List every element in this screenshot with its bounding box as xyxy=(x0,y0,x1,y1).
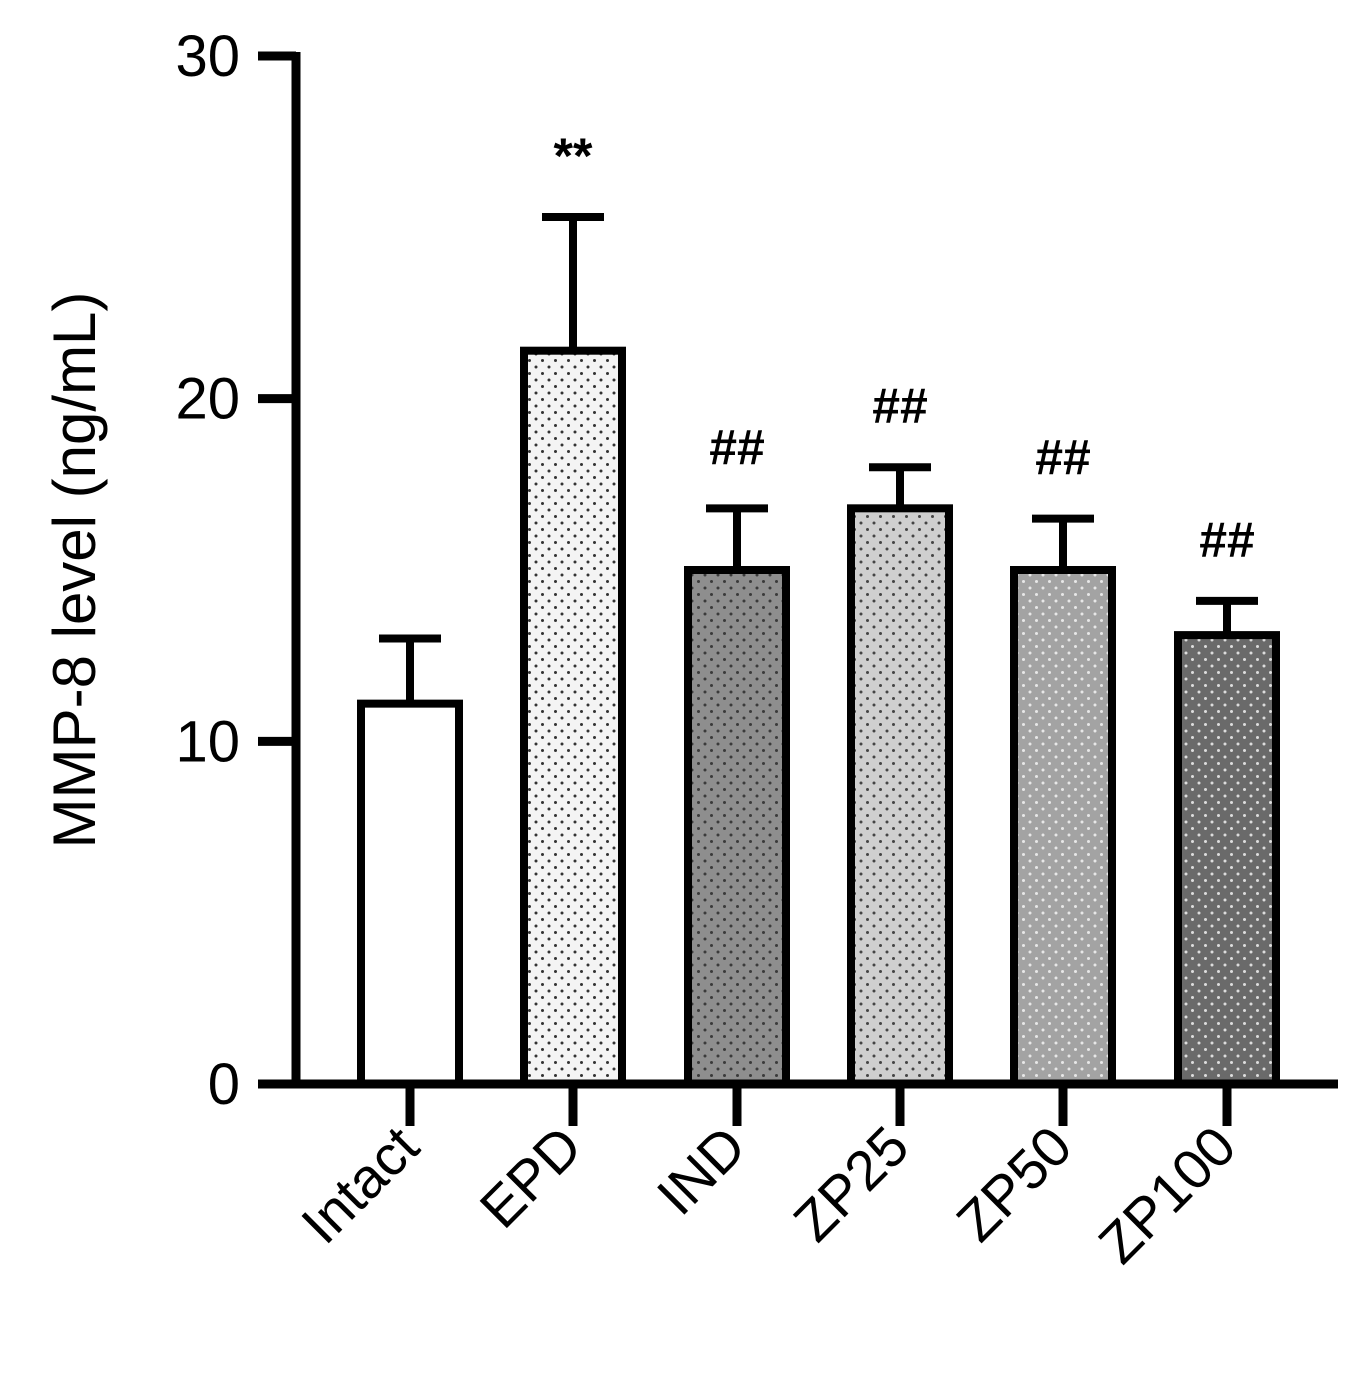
x-tick-label: IND xyxy=(645,1114,758,1227)
x-tick-label: ZP25 xyxy=(781,1114,920,1253)
bar-zp25 xyxy=(847,504,953,1088)
significance-label: ## xyxy=(872,378,928,434)
bar-zp100 xyxy=(1174,631,1280,1089)
bars: ** ## ## ## ## xyxy=(357,128,1280,1089)
y-tick-label: 10 xyxy=(175,709,240,774)
significance-label: ** xyxy=(554,128,593,184)
y-tick-label: 30 xyxy=(175,24,240,89)
bar-epd xyxy=(520,346,626,1088)
x-tick-label: ZP50 xyxy=(944,1114,1083,1253)
axes xyxy=(258,52,1338,1089)
bar-ind xyxy=(684,566,790,1088)
y-tick-label: 0 xyxy=(208,1052,240,1117)
significance-label: ## xyxy=(1199,512,1255,568)
y-axis-title: MMP-8 level (ng/mL) xyxy=(41,292,108,849)
x-tick-label: ZP100 xyxy=(1086,1114,1247,1275)
x-tick-label: Intact xyxy=(289,1114,431,1256)
bar-intact xyxy=(357,699,463,1088)
y-ticks: 0 10 20 30 xyxy=(175,24,296,1117)
significance-label: ## xyxy=(709,419,765,475)
significance-label: ## xyxy=(1035,430,1091,486)
bar-zp50 xyxy=(1010,566,1116,1088)
x-tick-labels: Intact EPD IND ZP25 ZP50 ZP100 xyxy=(289,1084,1247,1275)
x-tick-label: EPD xyxy=(468,1114,594,1240)
y-tick-label: 20 xyxy=(175,367,240,432)
